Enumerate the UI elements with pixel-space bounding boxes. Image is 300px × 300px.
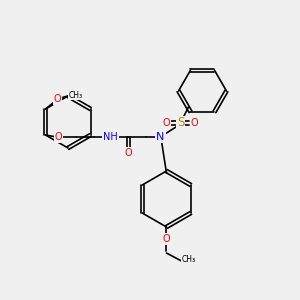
Text: CH₃: CH₃: [68, 91, 83, 100]
Text: S: S: [177, 116, 184, 130]
Text: O: O: [191, 118, 198, 128]
Text: O: O: [163, 118, 170, 128]
Text: O: O: [55, 132, 62, 142]
Text: O: O: [125, 148, 132, 158]
Text: O: O: [163, 234, 170, 244]
Text: CH₃: CH₃: [182, 256, 196, 265]
Text: NH: NH: [103, 132, 118, 142]
Text: O: O: [54, 94, 61, 104]
Text: N: N: [156, 132, 165, 142]
